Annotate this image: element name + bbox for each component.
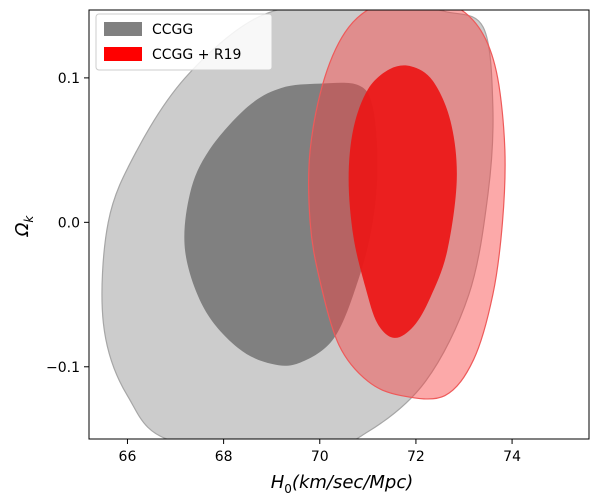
x-tick-label: 74 (503, 449, 521, 465)
x-tick-label: 66 (119, 449, 137, 465)
legend: CCGG CCGG + R19 (95, 13, 273, 71)
y-tick-label: 0.1 (58, 71, 80, 87)
y-tick-label: 0.0 (58, 215, 80, 231)
y-tick-label: −0.1 (46, 360, 80, 376)
legend-swatch-ccgg (104, 22, 142, 36)
x-tick-label: 70 (311, 449, 329, 465)
contour-ccgg-inner (184, 82, 378, 366)
x-tick-label: 72 (407, 449, 425, 465)
legend-label-ccgg-r19: CCGG + R19 (152, 47, 241, 63)
y-axis-label: Ωk (12, 215, 36, 238)
x-tick-label: 68 (215, 449, 233, 465)
y-axis-ticks: −0.1 0.0 0.1 (46, 71, 89, 376)
x-axis-ticks: 66 68 70 72 74 (119, 439, 521, 465)
contour-ccgg-r19-inner (348, 65, 457, 338)
x-axis-label: H0(km/sec/Mpc) (271, 472, 414, 496)
legend-swatch-ccgg-r19 (104, 47, 142, 61)
contour-regions (101, 10, 506, 439)
legend-label-ccgg: CCGG (152, 22, 193, 38)
plot-frame (88, 9, 590, 440)
